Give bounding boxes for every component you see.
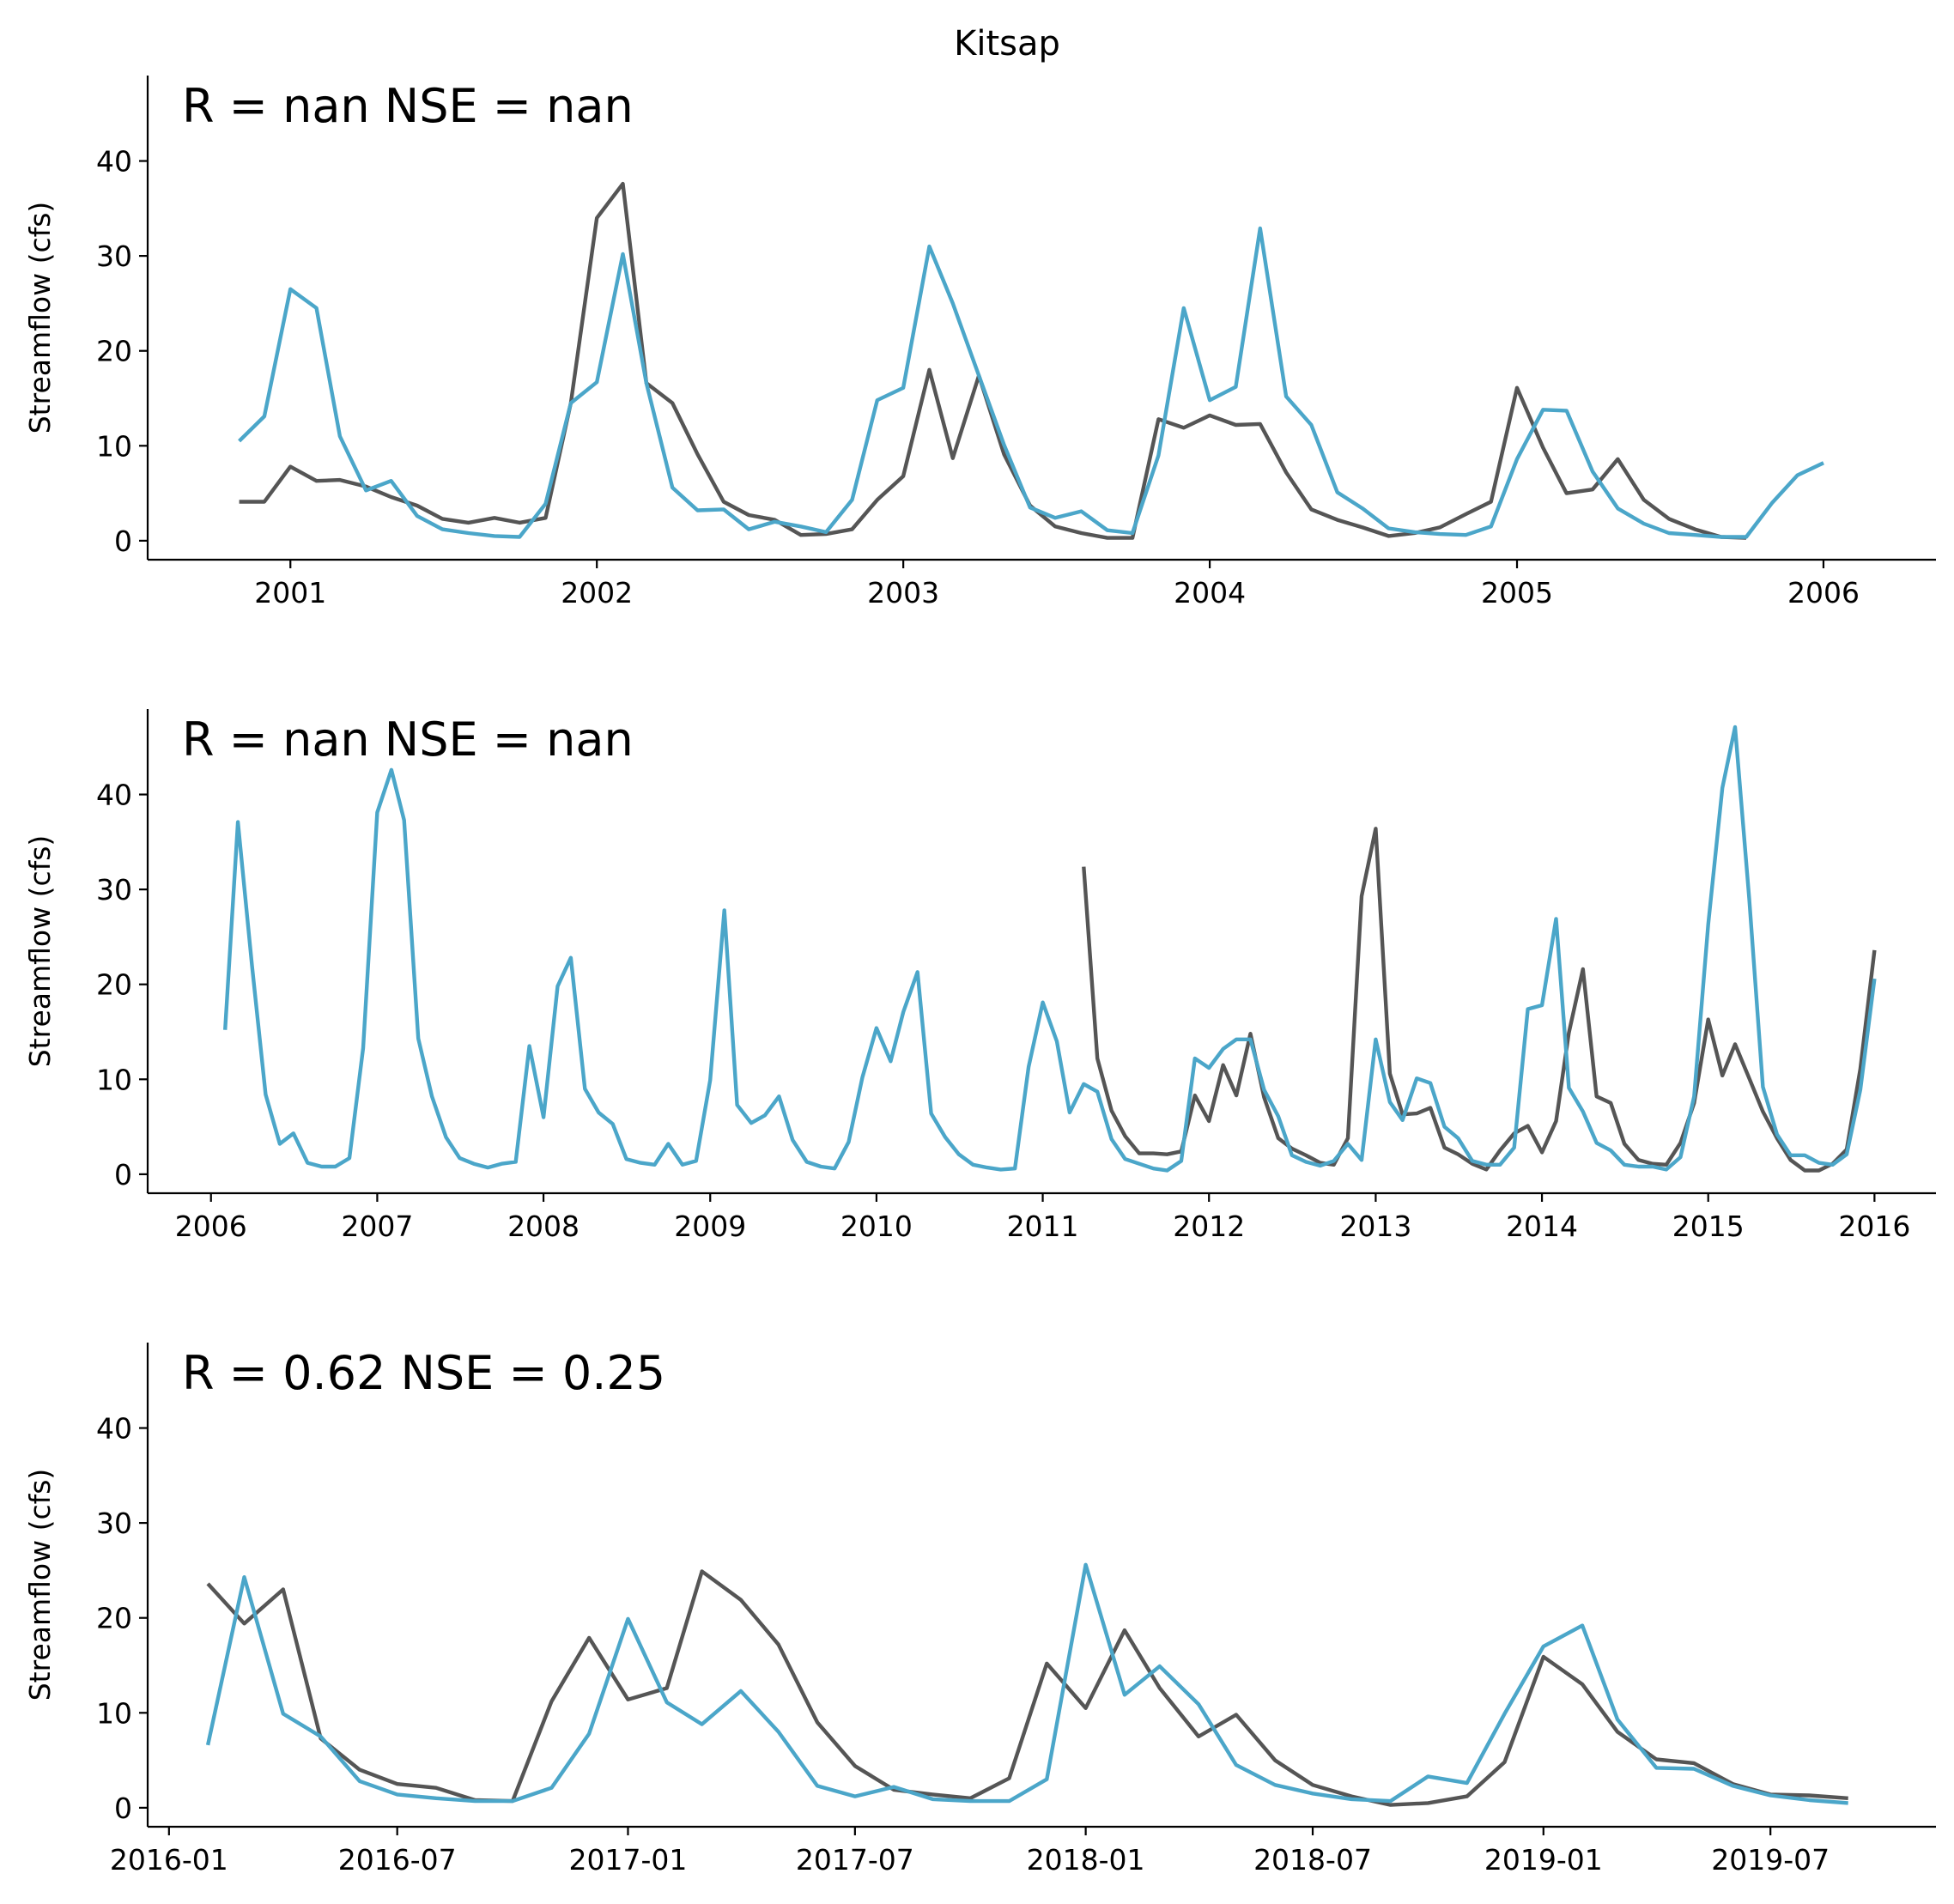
x-tick-label: 2006 (1787, 576, 1860, 609)
y-tick-label: 30 (96, 1507, 132, 1540)
x-tick-label: 2017-07 (796, 1843, 914, 1877)
x-tick-label: 2007 (341, 1210, 413, 1243)
stats-annotation: R = nan NSE = nan (182, 79, 634, 133)
x-tick-label: 2013 (1339, 1210, 1411, 1243)
x-tick-label: 2011 (1007, 1210, 1079, 1243)
y-tick-label: 40 (96, 145, 132, 179)
x-tick-label: 2018-01 (1027, 1843, 1145, 1877)
panel-3: 0 10 20 30 40 2016-01 2016-07 2017-01 2017-07 201… (23, 1343, 1936, 1877)
x-tick-label: 2019-01 (1484, 1843, 1603, 1877)
y-tick-label: 0 (114, 525, 132, 558)
panel-1: 0 10 20 30 40 2001 2002 2003 2004 2005 2006 Streamf… (23, 76, 1936, 609)
x-tick-label: 2010 (840, 1210, 913, 1243)
y-tick-label: 10 (96, 1696, 132, 1730)
x-tick-label: 2009 (674, 1210, 746, 1243)
y-tick-label: 40 (96, 779, 132, 812)
y-tick-label: 40 (96, 1412, 132, 1446)
y-tick-label: 20 (96, 1602, 132, 1635)
x-tick-label: 2006 (175, 1210, 247, 1243)
x-tick-label: 2001 (254, 576, 326, 609)
y-tick-label: 30 (96, 240, 132, 273)
x-tick-label: 2005 (1481, 576, 1553, 609)
y-axis-label: Streamflow (cfs) (23, 1469, 57, 1701)
x-tick-label: 2016-01 (110, 1843, 228, 1877)
x-tick-label: 2016-07 (338, 1843, 457, 1877)
y-tick-label: 0 (114, 1158, 132, 1192)
series-line-1 (206, 1569, 1848, 1807)
series-line-1 (1082, 827, 1877, 1173)
stats-annotation: R = nan NSE = nan (182, 712, 634, 767)
x-tick-label: 2015 (1672, 1210, 1745, 1243)
x-tick-label: 2008 (507, 1210, 580, 1243)
x-tick-label: 2019-07 (1711, 1843, 1830, 1877)
x-tick-label: 2004 (1174, 576, 1246, 609)
x-tick-label: 2002 (561, 576, 633, 609)
y-tick-label: 10 (96, 429, 132, 463)
series-line-2 (223, 725, 1877, 1173)
y-axis-label: Streamflow (cfs) (23, 835, 57, 1068)
x-tick-label: 2018-07 (1253, 1843, 1372, 1877)
y-tick-label: 20 (96, 968, 132, 1002)
y-tick-label: 0 (114, 1792, 132, 1825)
figure-title: Kitsap (954, 24, 1060, 64)
y-tick-label: 20 (96, 335, 132, 368)
series-line-1 (239, 181, 1747, 540)
series-line-2 (238, 226, 1824, 539)
y-tick-label: 30 (96, 873, 132, 907)
panel-2: 0 10 20 30 40 2006 2007 2008 2009 2010 2011 2012 201… (23, 709, 1936, 1243)
x-tick-label: 2014 (1506, 1210, 1578, 1243)
y-tick-label: 10 (96, 1063, 132, 1096)
x-tick-label: 2012 (1173, 1210, 1245, 1243)
series-line-2 (205, 1562, 1848, 1805)
x-tick-label: 2017-01 (569, 1843, 688, 1877)
x-tick-label: 2016 (1838, 1210, 1910, 1243)
stats-annotation: R = 0.62 NSE = 0.25 (182, 1346, 665, 1400)
y-axis-label: Streamflow (cfs) (23, 202, 57, 434)
x-tick-label: 2003 (867, 576, 939, 609)
